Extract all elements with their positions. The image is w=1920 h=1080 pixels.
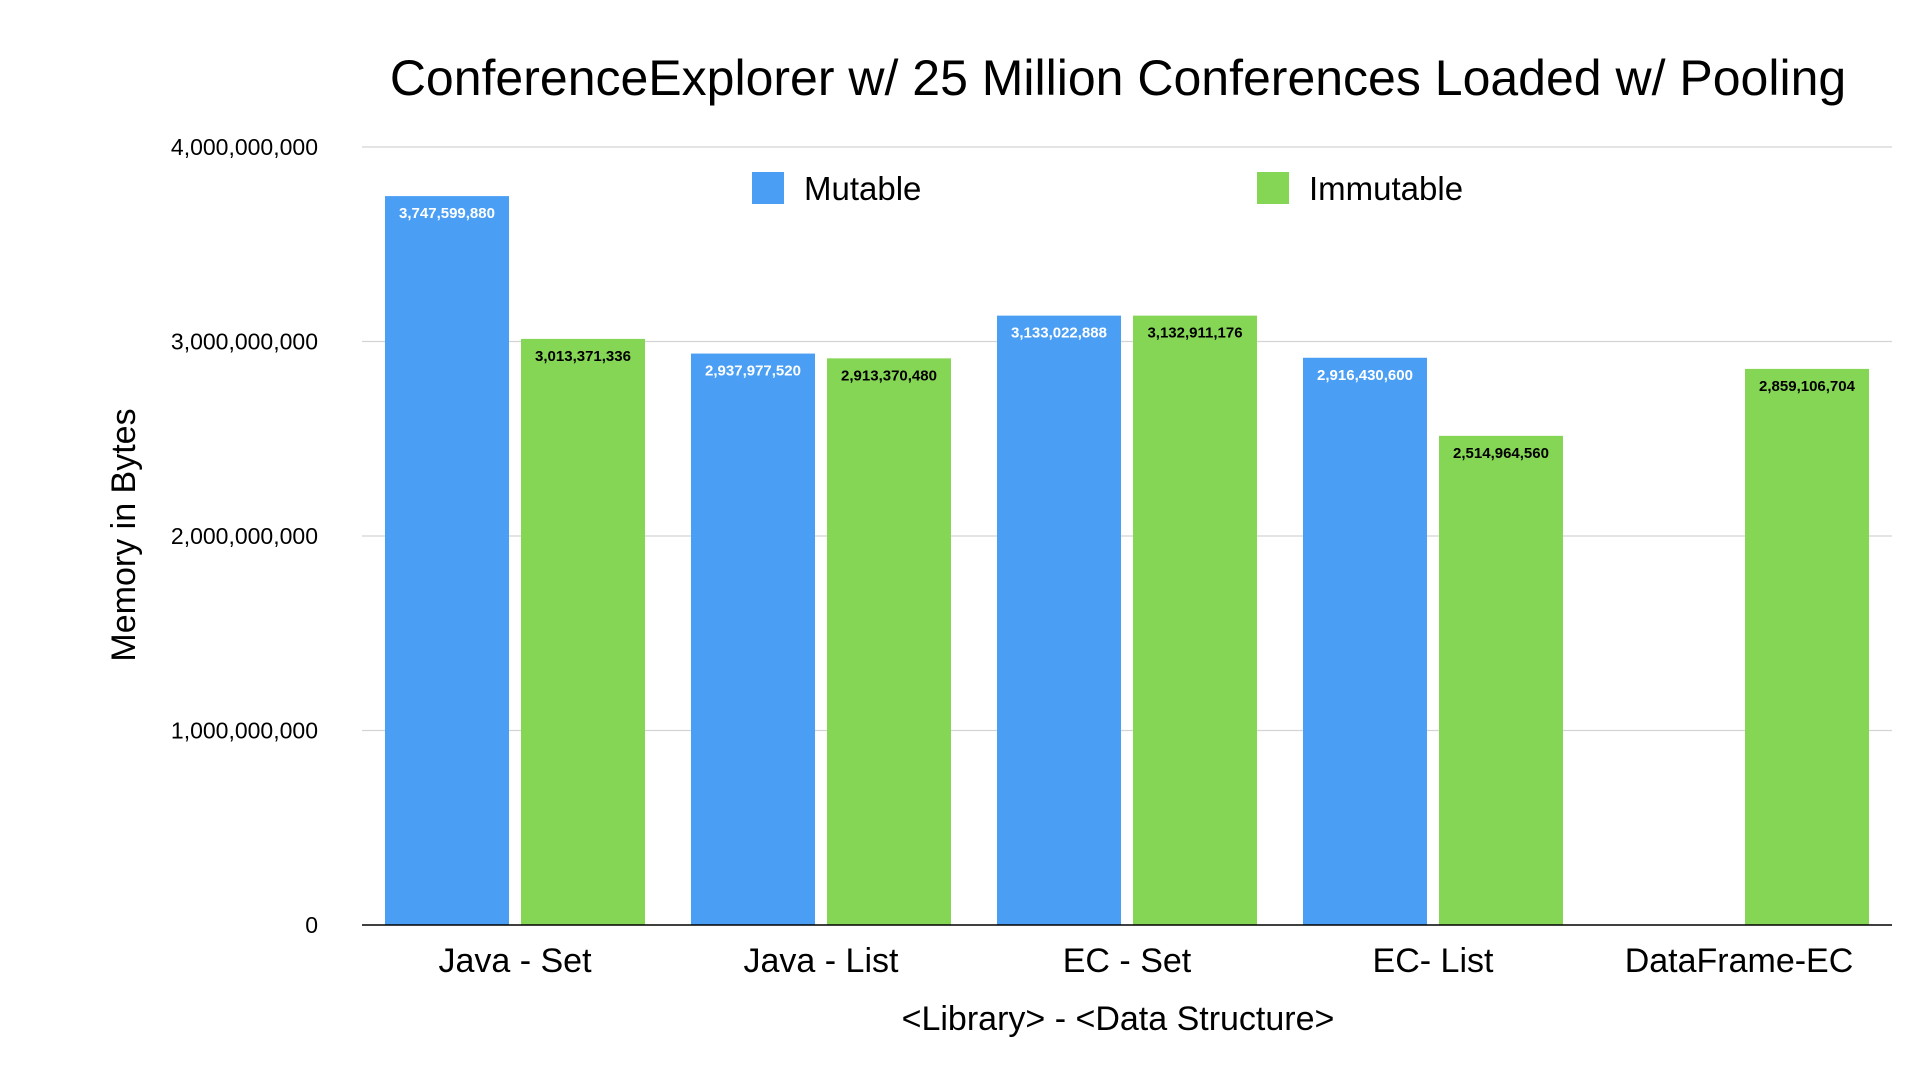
y-tick-label: 0 — [305, 912, 318, 938]
y-axis-title: Memory in Bytes — [105, 408, 143, 661]
data-labels: 3,747,599,880 3,013,371,336 2,937,977,520 2… — [399, 205, 1856, 462]
y-tick-label: 3,000,000,000 — [171, 329, 318, 355]
x-category-label: DataFrame-EC — [1625, 942, 1854, 980]
x-category-label: Java - List — [744, 942, 899, 980]
legend-swatch-immutable — [1257, 172, 1289, 204]
bar-mutable — [1303, 357, 1427, 925]
x-category-label: EC- List — [1373, 942, 1494, 980]
bar-data-label: 2,514,964,560 — [1453, 445, 1549, 462]
legend-label-mutable: Mutable — [804, 170, 921, 207]
y-tick-label: 4,000,000,000 — [171, 134, 318, 160]
x-category-label: Java - Set — [438, 942, 592, 980]
y-tick-label: 1,000,000,000 — [171, 718, 318, 744]
bar-immutable — [1133, 315, 1257, 925]
bar-data-label: 3,747,599,880 — [399, 205, 495, 222]
bar-data-label: 2,937,977,520 — [705, 363, 801, 380]
bar-data-label: 3,132,911,176 — [1147, 325, 1242, 342]
bar-immutable — [1439, 435, 1563, 925]
bar-mutable — [997, 315, 1121, 925]
bar-data-label: 3,013,371,336 — [535, 348, 631, 365]
bar-data-label: 3,133,022,888 — [1011, 325, 1107, 342]
bar-mutable — [385, 196, 509, 926]
bar-immutable — [827, 358, 951, 925]
y-axis-ticks: 0 1,000,000,000 2,000,000,000 3,000,000,000… — [171, 134, 318, 938]
y-tick-label: 2,000,000,000 — [171, 523, 318, 549]
x-category-label: EC - Set — [1063, 942, 1192, 980]
bar-data-label: 2,916,430,600 — [1317, 367, 1413, 384]
bar-mutable — [691, 353, 815, 926]
legend: Mutable Immutable — [752, 170, 1463, 207]
bar-data-label: 2,859,106,704 — [1759, 378, 1856, 395]
x-axis-categories: Java - Set Java - List EC - Set EC- List Dat… — [438, 942, 1853, 980]
bars — [385, 196, 1869, 926]
bar-data-label: 2,913,370,480 — [841, 367, 937, 384]
chart-title: ConferenceExplorer w/ 25 Million Confere… — [390, 50, 1846, 106]
legend-label-immutable: Immutable — [1309, 170, 1463, 207]
x-axis-title: <Library> - <Data Structure> — [902, 1000, 1335, 1038]
bar-immutable — [521, 338, 645, 925]
bar-immutable — [1745, 368, 1869, 925]
legend-swatch-mutable — [752, 172, 784, 204]
